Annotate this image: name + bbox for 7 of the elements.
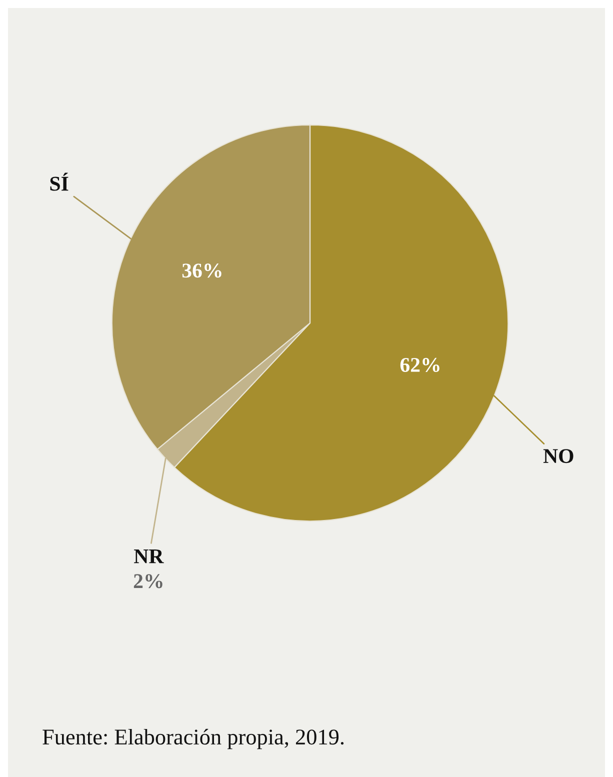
- slice-label: NR: [134, 549, 164, 564]
- slice-label: SÍ: [50, 172, 68, 191]
- data-label: 36%: [182, 264, 222, 278]
- slice-label: NO: [543, 449, 574, 464]
- data-label: 62%: [400, 358, 440, 372]
- source-note: Fuente: Elaboración propia, 2019.: [42, 728, 344, 750]
- data-label: 2%: [134, 574, 162, 588]
